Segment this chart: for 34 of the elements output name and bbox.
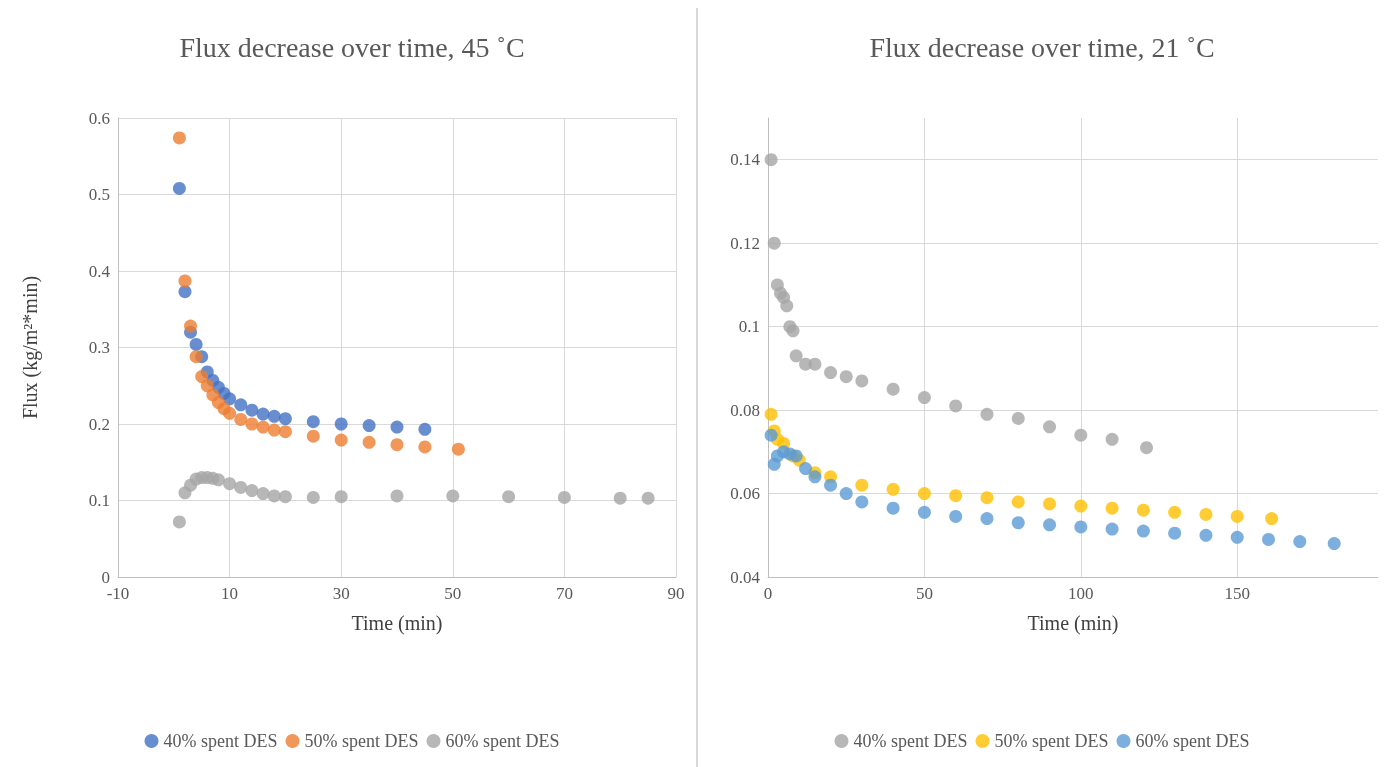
y-tick-label: 0.2 [88, 414, 110, 434]
x-tick-label: 100 [1068, 584, 1094, 603]
y-tick-label: 0.5 [88, 185, 110, 204]
legend-label: 60% spent DES [1135, 731, 1250, 751]
x-tick-label: -10 [106, 584, 130, 603]
y-tick-label: 0.06 [730, 484, 760, 504]
y-tick-label: 0.6 [88, 108, 110, 128]
x-tick-label: 70 [555, 584, 573, 603]
y-tick-label: 0.3 [88, 338, 110, 357]
y-tick-label: 0.04 [730, 567, 761, 587]
chart-title: Flux decrease over time, 21 ˚C [869, 31, 1215, 63]
legend-label: 50% spent DES [994, 731, 1109, 751]
x-tick-label: 0 [763, 584, 773, 603]
x-tick-label: 30 [332, 584, 350, 603]
legend-label: 50% spent DES [304, 731, 419, 751]
chart-title: Flux decrease over time, 45 ˚C [179, 31, 525, 63]
y-tick-label: 0.12 [730, 233, 760, 253]
y-tick-label: 0 [101, 567, 110, 587]
x-tick-label: 50 [915, 584, 933, 603]
x-axis-title: Time (min) [1027, 612, 1119, 635]
x-tick-label: 90 [667, 584, 685, 603]
y-tick-label: 0.08 [730, 400, 760, 420]
y-tick-label: 0.14 [730, 150, 761, 170]
legend-label: 40% spent DES [163, 731, 278, 751]
y-axis-title: Flux (kg/m²*min) [19, 275, 42, 420]
legend-label: 40% spent DES [853, 731, 968, 751]
legend-label: 60% spent DES [445, 731, 560, 751]
y-tick-label: 0.4 [88, 261, 111, 281]
x-tick-label: 10 [221, 584, 239, 603]
x-tick-label: 150 [1224, 584, 1250, 603]
y-tick-label: 0.1 [738, 317, 760, 337]
x-axis-title: Time (min) [351, 612, 443, 635]
y-tick-label: 0.1 [88, 491, 110, 510]
x-tick-label: 50 [444, 584, 462, 603]
